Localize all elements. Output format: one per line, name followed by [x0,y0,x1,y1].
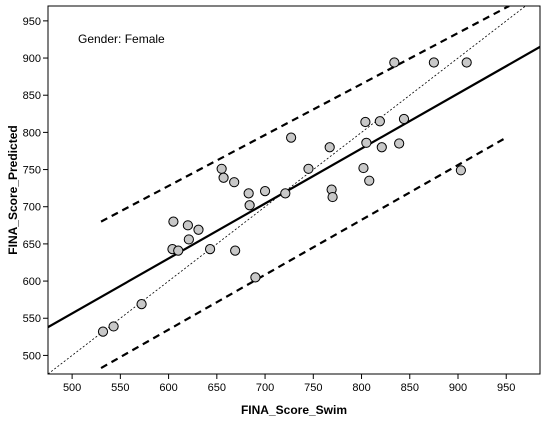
data-point [97,326,109,337]
data-point [358,162,369,174]
y-tick-label: 600 [23,276,41,288]
data-point [280,188,291,199]
y-tick-label: 950 [23,16,41,28]
y-tick-label: 700 [23,202,41,214]
data-point [250,272,261,283]
y-tick-label: 850 [23,90,41,102]
x-tick-label: 750 [304,382,322,394]
data-point [394,138,405,149]
y-tick-label: 800 [23,127,41,139]
data-point [389,57,400,68]
data-point [360,116,371,128]
x-tick-label: 800 [352,382,370,394]
data-point [455,165,466,176]
data-point [230,245,241,256]
data-point [364,175,375,186]
x-axis-ticks: 500 550 600 650 700 750 800 850 900 950 [63,374,515,394]
data-point [303,163,314,174]
plot-frame [47,5,541,375]
data-point [229,177,240,188]
data-point [324,142,335,153]
y-tick-label: 550 [23,313,41,325]
data-point [204,244,216,255]
data-point [136,299,147,310]
x-tick-label: 650 [208,382,226,394]
data-point [286,132,297,143]
x-tick-label: 900 [449,382,467,394]
identity-line [48,6,527,374]
data-point [183,234,194,245]
data-point [259,186,271,197]
x-tick-label: 700 [256,382,274,394]
data-point [182,220,193,231]
data-point [243,188,254,199]
data-points [97,57,472,337]
y-tick-label: 650 [23,239,41,251]
data-point [374,116,385,127]
data-point [398,113,410,125]
data-point [173,245,184,256]
data-point [218,172,229,183]
data-point [216,163,227,174]
y-axis-ticks: 500 550 600 650 700 750 800 850 900 950 [23,16,48,362]
x-tick-label: 950 [497,382,515,394]
y-tick-label: 900 [23,53,41,65]
data-point [244,200,255,211]
y-tick-label: 750 [23,165,41,177]
y-axis-title: FINA_Score_Predicted [6,125,20,254]
data-point [376,142,387,153]
upper-prediction-line [100,6,510,223]
x-tick-label: 850 [401,382,419,394]
data-point [428,57,439,68]
lower-prediction-line [100,136,507,370]
y-tick-label: 500 [23,350,41,362]
gender-annotation: Gender: Female [78,32,165,46]
data-point [193,224,204,235]
x-tick-label: 500 [63,382,81,394]
data-point [168,216,179,227]
regression-fit-line [48,45,540,329]
chart-lines [48,6,540,374]
data-point [108,321,119,332]
x-axis-title: FINA_Score_Swim [241,403,347,417]
data-point [327,191,338,203]
data-point [461,57,472,68]
data-point [361,137,372,148]
x-tick-label: 600 [159,382,177,394]
x-tick-label: 550 [111,382,129,394]
